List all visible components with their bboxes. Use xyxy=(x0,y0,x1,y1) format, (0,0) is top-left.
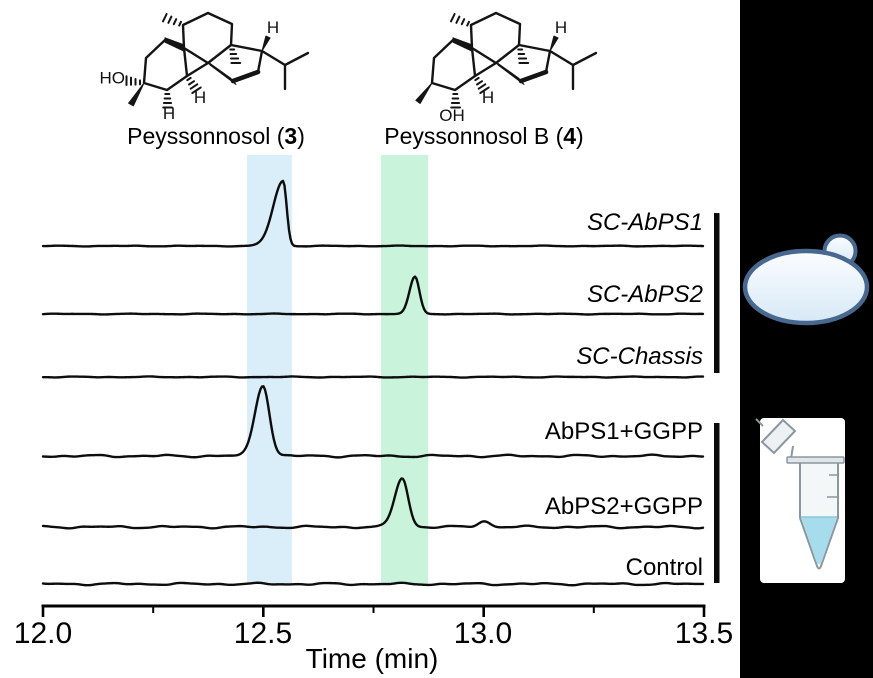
chromatogram-traces xyxy=(41,179,705,587)
microcentrifuge-tube-icon xyxy=(755,418,845,583)
trace-label-abps2-ggpp: AbPS2+GGPP xyxy=(544,493,703,520)
compound-4-caption-suffix: ) xyxy=(576,123,584,149)
compound-4-name: Peyssonnosol B ( xyxy=(384,123,564,149)
tube-graduations xyxy=(827,474,838,498)
h-label-3-bottom: H xyxy=(163,104,175,123)
x-axis-title: Time (min) xyxy=(305,643,439,674)
compound-3-number: 3 xyxy=(284,123,298,149)
trace-abps2-ggpp xyxy=(41,477,705,530)
h-label-3-mid: H xyxy=(194,88,206,107)
trace-label-abps1-ggpp: AbPS1+GGPP xyxy=(544,418,703,445)
tube-cap xyxy=(760,418,797,455)
structure-4-skeleton xyxy=(432,13,596,93)
methyl-wedge-bond xyxy=(128,82,145,107)
x-tick-label-12-5: 12.5 xyxy=(233,617,293,650)
tube-body xyxy=(799,463,839,570)
compound-4-number: 4 xyxy=(563,123,577,149)
trace-label-sc-abps2: SC-AbPS2 xyxy=(586,281,703,308)
hydroxyl-label-3: HO xyxy=(100,69,126,88)
trace-label-control: Control xyxy=(625,554,703,581)
ho-hash-bond xyxy=(125,75,141,86)
x-tick-label-13-5: 13.5 xyxy=(674,617,734,650)
trace-sc-chassis xyxy=(41,375,705,379)
hydroxyl-label-4: OH xyxy=(439,106,465,125)
h-label-3-top: H xyxy=(267,18,279,37)
x-axis xyxy=(41,604,706,617)
x-tick-label-12-0: 12.0 xyxy=(13,617,73,650)
compound-4-caption: Peyssonnosol B (4) xyxy=(384,125,583,148)
trace-abps1-ggpp xyxy=(41,385,705,459)
h-label-4-mid: H xyxy=(482,88,494,107)
highlight-band-1 xyxy=(247,155,292,584)
h-label-4-top: H xyxy=(555,18,567,37)
structure-3-skeleton xyxy=(144,13,308,93)
compound-3-caption: Peyssonnosol (3) xyxy=(127,125,305,148)
compound-3-caption-suffix: ) xyxy=(297,123,305,149)
methyl-wedge-bond xyxy=(415,82,433,104)
h-hash-bond xyxy=(162,93,173,109)
compound-3-name: Peyssonnosol ( xyxy=(127,123,285,149)
trace-label-sc-chassis: SC-Chassis xyxy=(576,343,703,370)
x-axis-ticks xyxy=(41,606,706,617)
yeast-cell-icon xyxy=(742,233,870,326)
tube-cap-tab xyxy=(755,418,764,427)
highlight-band-2 xyxy=(381,155,429,584)
x-tick-label-13-0: 13.0 xyxy=(453,617,513,650)
trace-sc-abps1 xyxy=(41,179,705,248)
side-panel xyxy=(740,0,873,678)
group-bracket-yeast xyxy=(714,213,720,373)
structure-peyssonnosol-3: HO H H H xyxy=(100,13,309,123)
group-bracket-invitro xyxy=(714,423,720,583)
highlight-bands xyxy=(247,155,429,584)
structure-peyssonnosol-b-4: OH H H xyxy=(415,13,596,125)
tube-rim xyxy=(786,456,845,464)
trace-label-sc-abps1: SC-AbPS1 xyxy=(586,209,703,236)
tube-liquid xyxy=(801,517,837,564)
trace-control xyxy=(41,581,705,587)
oh-hash-bond xyxy=(450,93,461,109)
trace-sc-abps2 xyxy=(41,275,705,316)
yeast-body xyxy=(742,248,870,326)
